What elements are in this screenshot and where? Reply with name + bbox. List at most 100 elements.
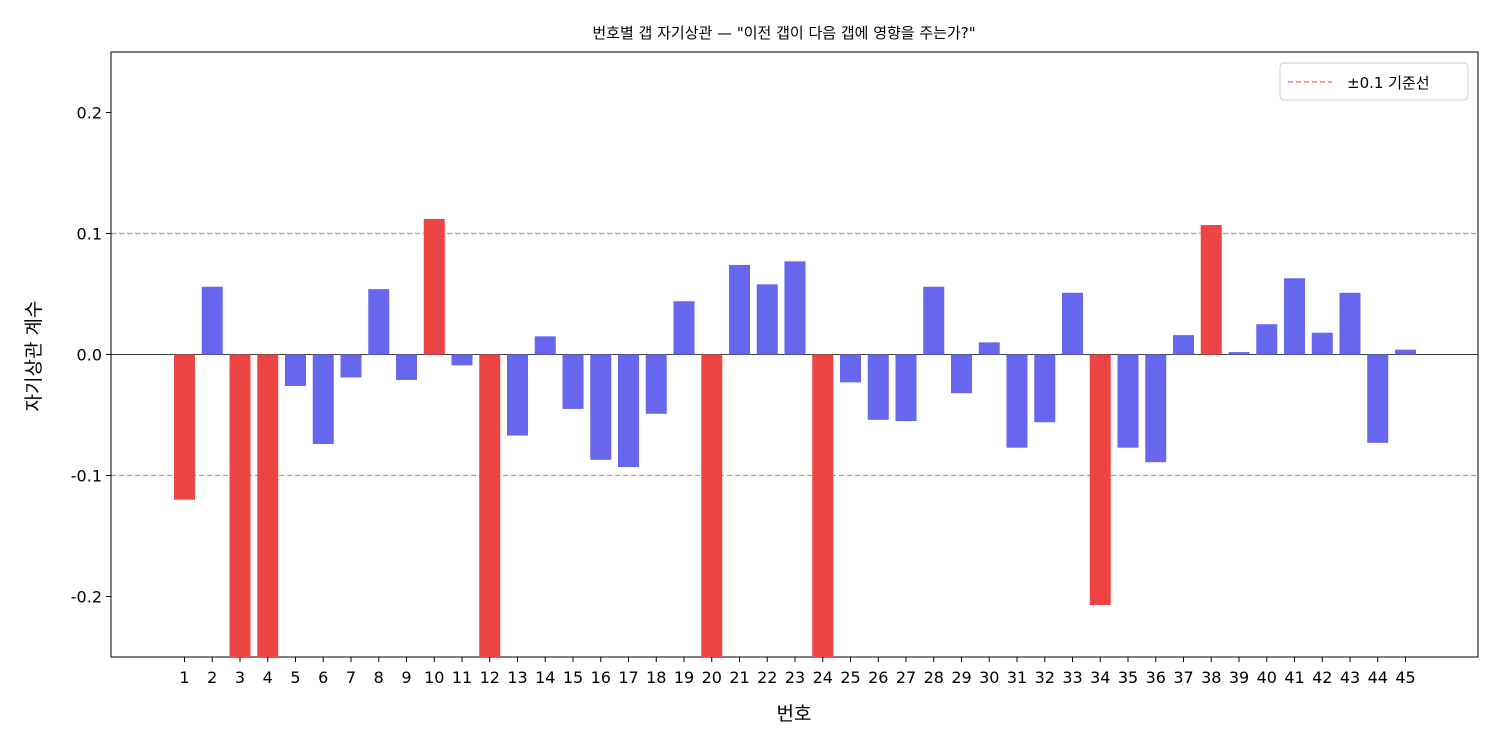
- x-tick-label: 32: [1035, 668, 1055, 687]
- x-tick-label: 21: [729, 668, 749, 687]
- bar-3: [229, 354, 251, 657]
- bar-33: [1062, 292, 1083, 355]
- x-tick-label: 30: [979, 668, 999, 687]
- bar-9: [396, 354, 417, 380]
- bar-22: [756, 284, 778, 355]
- x-tick-label: 17: [618, 668, 638, 687]
- x-tick-label: 26: [868, 668, 888, 687]
- bar-42: [1311, 332, 1333, 355]
- bar-6: [312, 354, 334, 445]
- x-tick-label: 25: [840, 668, 860, 687]
- bar-32: [1034, 354, 1056, 423]
- bar-30: [978, 342, 1000, 355]
- x-tick-label: 44: [1368, 668, 1388, 687]
- bar-7: [340, 354, 362, 378]
- x-tick-label: 8: [374, 668, 384, 687]
- x-tick-label: 13: [507, 668, 527, 687]
- x-tick-label: 19: [674, 668, 694, 687]
- bar-20: [701, 354, 723, 657]
- chart-title: 번호별 갭 자기상관 — "이전 갭이 다음 갭에 영향을 주는가?": [592, 24, 975, 42]
- bar-15: [562, 354, 584, 409]
- x-tick-label: 34: [1090, 668, 1110, 687]
- bar-2: [201, 286, 223, 355]
- x-tick-label: 35: [1118, 668, 1138, 687]
- bar-29: [951, 354, 972, 394]
- x-tick-label: 45: [1395, 668, 1415, 687]
- bar-1: [174, 354, 195, 500]
- x-tick-label: 7: [346, 668, 356, 687]
- x-tick-label: 1: [179, 668, 189, 687]
- bar-10: [423, 218, 445, 355]
- x-tick-label: 39: [1229, 668, 1249, 687]
- bar-12: [479, 354, 501, 657]
- x-axis-label: 번호: [777, 703, 812, 725]
- x-tick-label: 11: [452, 668, 472, 687]
- bar-19: [673, 301, 695, 355]
- x-tick-label: 2: [207, 668, 217, 687]
- bar-35: [1117, 354, 1139, 448]
- y-axis-ticks: -0.2 -0.1 0.0 0.1 0.2: [71, 104, 111, 607]
- x-tick-label: 18: [646, 668, 666, 687]
- x-tick-label: 43: [1340, 668, 1360, 687]
- x-tick-label: 9: [401, 668, 411, 687]
- legend-box: [1279, 62, 1469, 101]
- bar-43: [1339, 292, 1361, 355]
- x-axis-ticks: 1 2 3 4 5 6 7 8 9 10 11 12 13 14 15 16 17 18 19 20 21 22 23 24 2…: [179, 657, 1416, 687]
- y-tick-label: 0.2: [77, 104, 102, 123]
- x-tick-label: 38: [1201, 668, 1221, 687]
- x-tick-label: 23: [785, 668, 805, 687]
- x-tick-label: 41: [1284, 668, 1304, 687]
- legend: ±0.1 기준선: [1279, 62, 1469, 101]
- x-tick-label: 28: [924, 668, 944, 687]
- bar-14: [534, 336, 556, 355]
- bar-41: [1284, 278, 1305, 355]
- bar-18: [645, 354, 667, 414]
- bar-26: [867, 354, 889, 420]
- bar-36: [1145, 354, 1167, 463]
- x-tick-label: 22: [757, 668, 777, 687]
- bar-11: [451, 354, 473, 366]
- bar-40: [1256, 324, 1278, 355]
- bar-25: [840, 354, 861, 383]
- bar-4: [257, 354, 279, 657]
- x-tick-label: 10: [424, 668, 444, 687]
- x-tick-label: 37: [1173, 668, 1193, 687]
- x-tick-label: 6: [318, 668, 328, 687]
- x-tick-label: 12: [480, 668, 500, 687]
- x-tick-label: 33: [1062, 668, 1082, 687]
- x-tick-label: 40: [1257, 668, 1277, 687]
- y-tick-label: -0.2: [71, 588, 102, 607]
- y-tick-label: 0.0: [77, 346, 102, 365]
- bar-24: [812, 354, 834, 657]
- x-tick-label: 4: [263, 668, 273, 687]
- x-tick-label: 42: [1312, 668, 1332, 687]
- bar-44: [1367, 354, 1389, 443]
- bars: [174, 218, 1416, 657]
- x-tick-label: 3: [235, 668, 245, 687]
- bar-23: [784, 261, 806, 355]
- y-axis-label: 자기상관 계수: [23, 301, 45, 412]
- x-tick-label: 29: [951, 668, 971, 687]
- bar-45: [1395, 349, 1416, 355]
- x-tick-label: 14: [535, 668, 555, 687]
- x-tick-label: 31: [1007, 668, 1027, 687]
- bar-34: [1089, 354, 1111, 605]
- x-tick-label: 20: [702, 668, 722, 687]
- bar-27: [895, 354, 917, 422]
- legend-label: ±0.1 기준선: [1347, 74, 1430, 92]
- x-tick-label: 36: [1146, 668, 1166, 687]
- x-tick-label: 24: [813, 668, 833, 687]
- x-tick-label: 16: [591, 668, 611, 687]
- bar-39: [1228, 352, 1250, 355]
- y-tick-label: 0.1: [77, 225, 102, 244]
- bar-16: [590, 354, 612, 460]
- bar-5: [285, 354, 306, 386]
- bar-13: [507, 354, 528, 436]
- bar-38: [1200, 225, 1222, 355]
- bar-17: [618, 354, 639, 468]
- bar-37: [1173, 335, 1194, 355]
- bar-21: [729, 264, 750, 355]
- bar-28: [923, 286, 945, 355]
- x-tick-label: 15: [563, 668, 583, 687]
